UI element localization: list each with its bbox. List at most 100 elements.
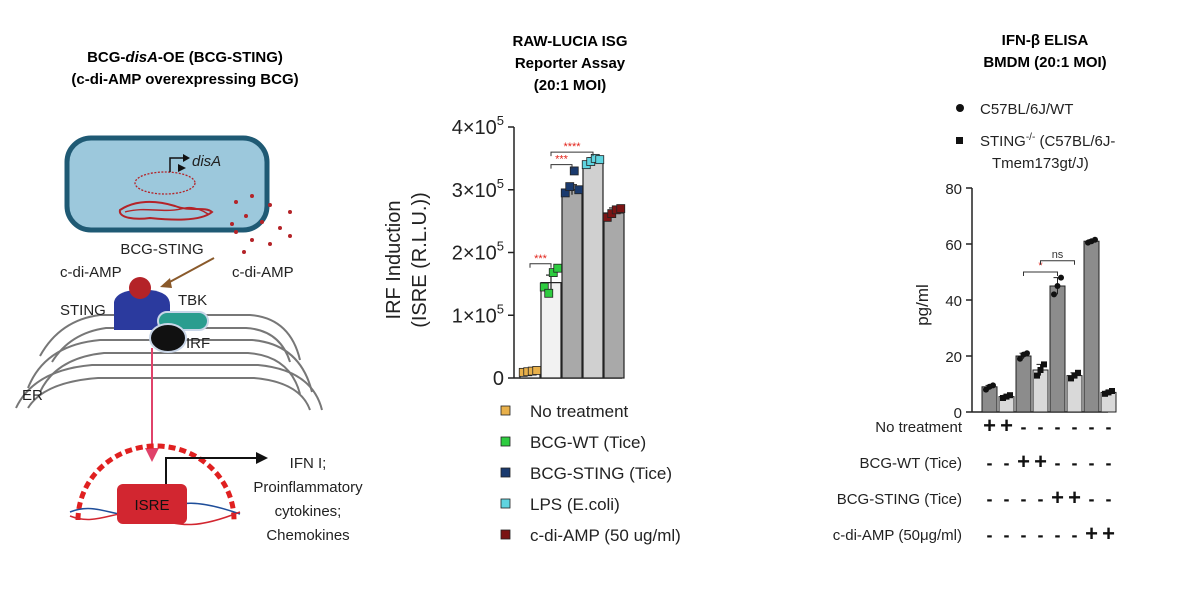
- chart-c-title-line2: BMDM (20:1 MOI): [983, 54, 1106, 71]
- chart-c-point: [1105, 389, 1112, 396]
- plasmid: [134, 171, 196, 195]
- legend-ko-label-line2: Tmem173gt/J): [992, 155, 1089, 172]
- chart-b-legend-swatch: [500, 405, 511, 416]
- isre-box: [117, 484, 187, 524]
- tbk-label: TBK: [178, 292, 207, 309]
- chart-b-ytick-label: 1×105: [452, 301, 504, 327]
- chart-b-point: [616, 204, 626, 213]
- cdiamp-right-label: c-di-AMP: [232, 264, 294, 281]
- chart-b-point: [574, 185, 584, 195]
- irf-label: IRF: [186, 335, 210, 352]
- chart-c-point: [1092, 236, 1098, 243]
- elisa-panel: IFN-β ELISA BMDM (20:1 MOI) C57BL/6J/WT …: [800, 0, 1200, 593]
- condition-sign: -: [1021, 417, 1027, 437]
- chart-b-title-line2: Reporter Assay: [515, 55, 626, 72]
- cdiamp-molecule: [129, 277, 151, 299]
- chart-c-title-line1: IFN-β ELISA: [1002, 32, 1089, 49]
- chart-b-ytick-label: 2×105: [452, 239, 504, 265]
- chart-b-point: [553, 263, 563, 273]
- condition-sign: -: [1072, 525, 1078, 545]
- condition-sign: -: [1106, 489, 1112, 509]
- chart-b-sig-line: [550, 164, 573, 169]
- chart-b-legend-swatch: [500, 529, 511, 540]
- legend-wt-label: C57BL/6J/WT: [980, 101, 1073, 118]
- legend-ko-label: STING-/- (C57BL/6J-: [980, 132, 1115, 150]
- chart-c-ytick-label: 80: [945, 181, 962, 198]
- condition-sign: -: [1106, 417, 1112, 437]
- chart-c-point: [1007, 392, 1013, 399]
- condition-sign: -: [987, 453, 993, 473]
- chart-b-ytick-label: 0: [493, 368, 504, 390]
- chart-b-legend-swatch: [500, 498, 511, 509]
- condition-sign: -: [1004, 453, 1010, 473]
- schematic-title-line2: (c-di-AMP overexpressing BCG): [71, 71, 298, 88]
- reporter-chart-svg: RAW-LUCIA ISG Reporter Assay (20:1 MOI) …: [383, 33, 681, 545]
- chart-b-sig-bracket: ***: [529, 253, 552, 268]
- condition-label: No treatment: [875, 419, 963, 436]
- er-label: ER: [22, 387, 43, 404]
- promoter-arrow-icon: [169, 157, 186, 172]
- chart-c-sig-label: *: [1038, 260, 1043, 272]
- chart-b-legend-label: No treatment: [530, 402, 629, 421]
- chart-c-point: [1041, 361, 1047, 368]
- chromosome: [118, 200, 214, 221]
- bacterium-label: BCG-STING: [120, 241, 203, 258]
- condition-sign: +: [1017, 449, 1030, 474]
- condition-sign: -: [1038, 417, 1044, 437]
- chart-c-bar: [1049, 285, 1066, 413]
- chromosome-strand: [124, 206, 209, 215]
- condition-sign: -: [987, 489, 993, 509]
- condition-sign: -: [1038, 525, 1044, 545]
- chart-c-ytick-label: 60: [945, 237, 962, 254]
- condition-sign: -: [1055, 453, 1061, 473]
- condition-sign: -: [1021, 525, 1027, 545]
- output-line4: Chemokines: [266, 527, 349, 544]
- bacterium-cell: [64, 135, 270, 233]
- output-line2: Proinflammatory: [253, 479, 363, 496]
- chart-b-bar: [603, 212, 625, 379]
- chart-b-ytick-label: 4×105: [452, 113, 504, 139]
- chart-b-title-line3: (20:1 MOI): [534, 77, 607, 94]
- chart-b-sig-label: ****: [563, 141, 581, 153]
- condition-sign: +: [1068, 485, 1081, 510]
- chart-c-sig-line: [1023, 271, 1058, 276]
- condition-label: c-di-AMP (50μg/ml): [833, 527, 962, 544]
- condition-sign: -: [987, 525, 993, 545]
- chart-b-point: [539, 282, 549, 292]
- nucleus-envelope: [75, 443, 237, 521]
- condition-sign: -: [1004, 525, 1010, 545]
- transcription-arrow: [165, 457, 258, 484]
- chart-c-point: [1000, 395, 1006, 401]
- condition-sign: -: [1106, 453, 1112, 473]
- chart-c-sig-line: [1040, 260, 1075, 265]
- chart-c-bar: [1083, 240, 1100, 413]
- chart-b-legend-label: BCG-STING (Tice): [530, 464, 672, 483]
- condition-sign: -: [1038, 489, 1044, 509]
- gene-label: disA: [192, 153, 221, 170]
- chart-c-point: [1051, 291, 1057, 298]
- chart-b-sig-label: ***: [534, 253, 548, 265]
- output-line3: cytokines;: [275, 503, 342, 520]
- elisa-chart-svg: IFN-β ELISA BMDM (20:1 MOI) C57BL/6J/WT …: [833, 32, 1117, 546]
- chart-b-sig-bracket: ****: [550, 141, 594, 157]
- reporter-assay-panel: RAW-LUCIA ISG Reporter Assay (20:1 MOI) …: [370, 0, 770, 593]
- condition-sign: +: [983, 413, 996, 438]
- chart-c-point: [1003, 393, 1010, 400]
- chart-b-ylabel-line1: IRF Induction: [383, 201, 405, 320]
- chart-c-point: [1109, 388, 1115, 394]
- chart-c-point: [1058, 274, 1064, 281]
- condition-sign: -: [1055, 417, 1061, 437]
- condition-sign: -: [1089, 453, 1095, 473]
- condition-sign: -: [1055, 525, 1061, 545]
- condition-sign: +: [1102, 521, 1115, 546]
- condition-sign: -: [1089, 489, 1095, 509]
- chart-c-point: [1034, 372, 1040, 379]
- chart-b-bar: [561, 189, 583, 379]
- chart-c-point: [1024, 350, 1030, 357]
- promoter-arrowhead-icon: [183, 154, 190, 162]
- chart-c-ytick-label: 0: [954, 405, 962, 422]
- legend-ko-marker: [956, 137, 963, 144]
- condition-sign: -: [1004, 489, 1010, 509]
- chart-c-point: [1102, 390, 1108, 397]
- chart-b-sig-line: [529, 263, 552, 268]
